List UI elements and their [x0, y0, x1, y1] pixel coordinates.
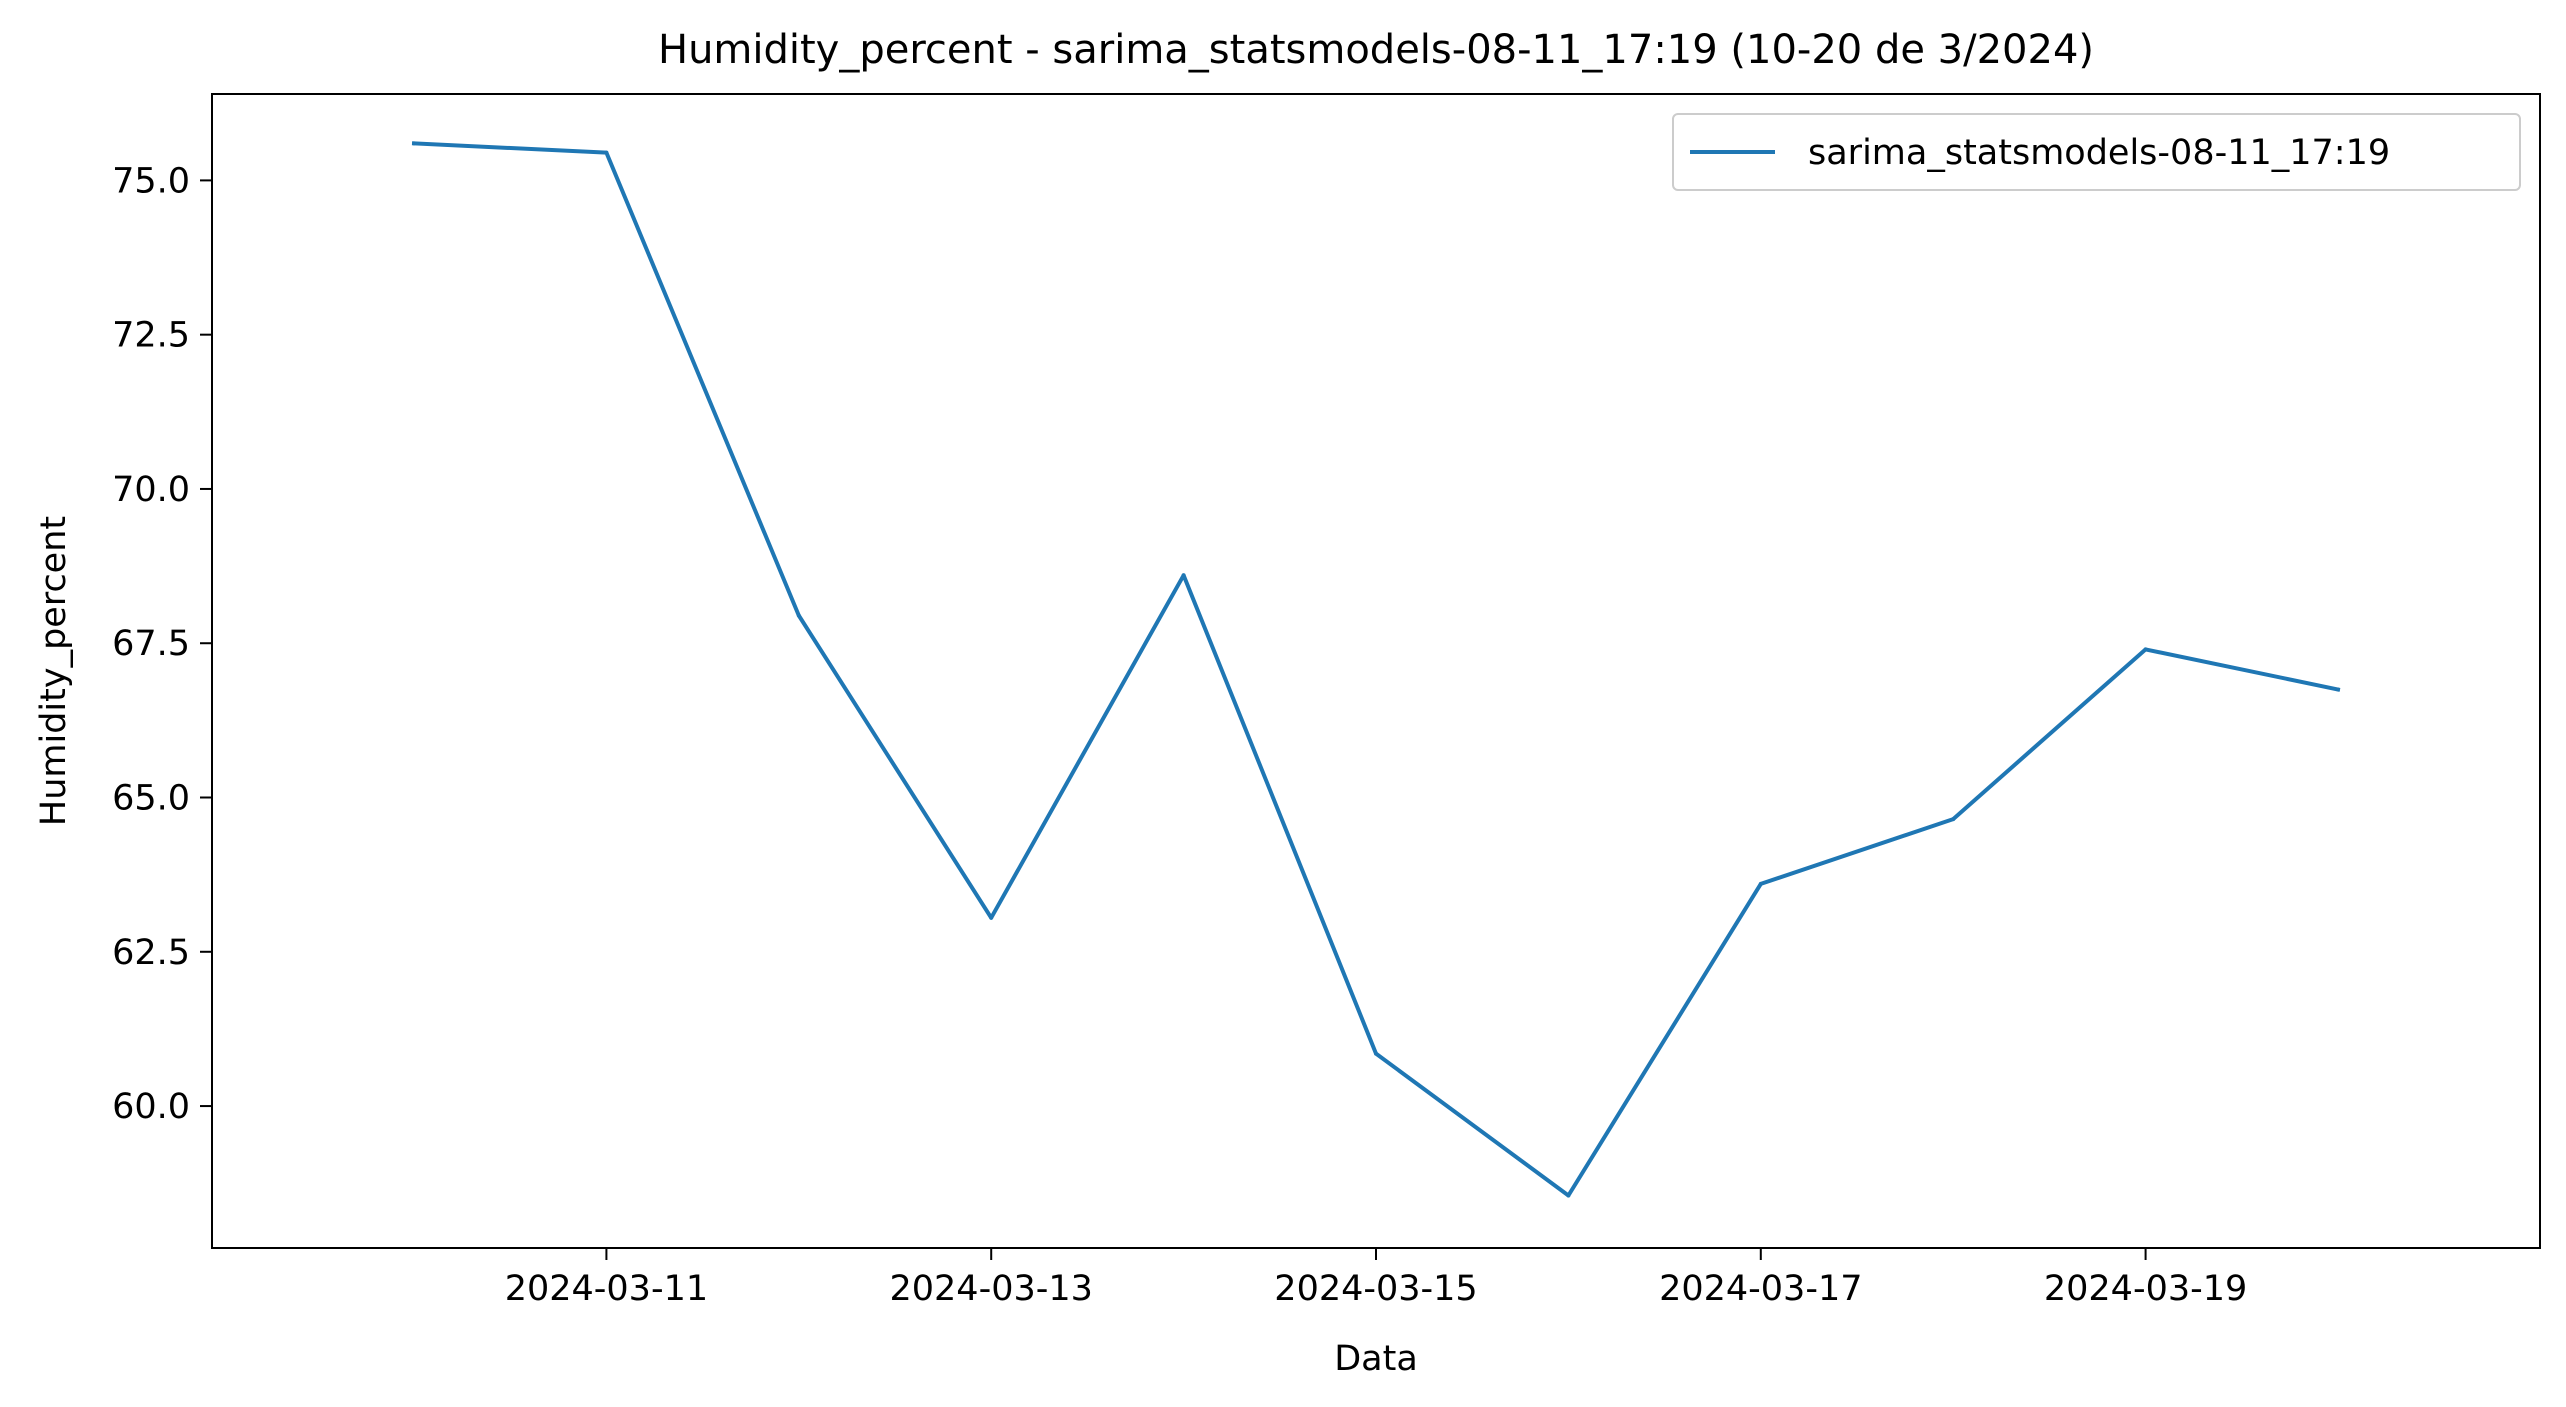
x-tick-label: 2024-03-11: [505, 1269, 708, 1309]
y-tick-label: 70.0: [112, 470, 190, 510]
y-axis-ticks: 60.0 62.5 65.0 67.5 70.0 72.5 75.0: [112, 161, 212, 1127]
data-point: [2143, 647, 2148, 652]
data-point: [796, 613, 801, 618]
x-tick-label: 2024-03-13: [890, 1269, 1093, 1309]
chart-title: Humidity_percent - sarima_statsmodels-08…: [658, 27, 2094, 73]
x-axis-ticks: 2024-03-11 2024-03-13 2024-03-15 2024-03-17…: [505, 1248, 2247, 1309]
x-tick-label: 2024-03-17: [1659, 1269, 1862, 1309]
data-point: [1566, 1193, 1571, 1198]
x-tick-label: 2024-03-15: [1274, 1269, 1477, 1309]
x-axis-label: Data: [1334, 1339, 1418, 1379]
data-point: [412, 141, 416, 146]
y-tick-label: 60.0: [112, 1087, 190, 1127]
x-tick-label: 2024-03-19: [2044, 1269, 2247, 1309]
legend-label: sarima_statsmodels-08-11_17:19: [1808, 133, 2390, 173]
y-axis-label: Humidity_percent: [34, 516, 74, 826]
y-tick-label: 65.0: [112, 779, 190, 819]
data-point: [604, 150, 609, 155]
data-point: [1374, 1051, 1378, 1056]
data-point: [1758, 881, 1763, 886]
data-point: [1181, 573, 1186, 578]
legend-box: [1672, 113, 2521, 191]
y-tick-label: 75.0: [112, 161, 190, 201]
data-point: [989, 915, 994, 920]
y-tick-label: 62.5: [112, 933, 190, 973]
data-point: [2336, 687, 2340, 692]
legend: sarima_statsmodels-08-11_17:19: [1672, 113, 2521, 191]
y-tick-label: 67.5: [112, 624, 190, 664]
y-tick-label: 72.5: [112, 316, 190, 356]
data-points: [412, 141, 2340, 1198]
data-point: [1951, 817, 1956, 822]
